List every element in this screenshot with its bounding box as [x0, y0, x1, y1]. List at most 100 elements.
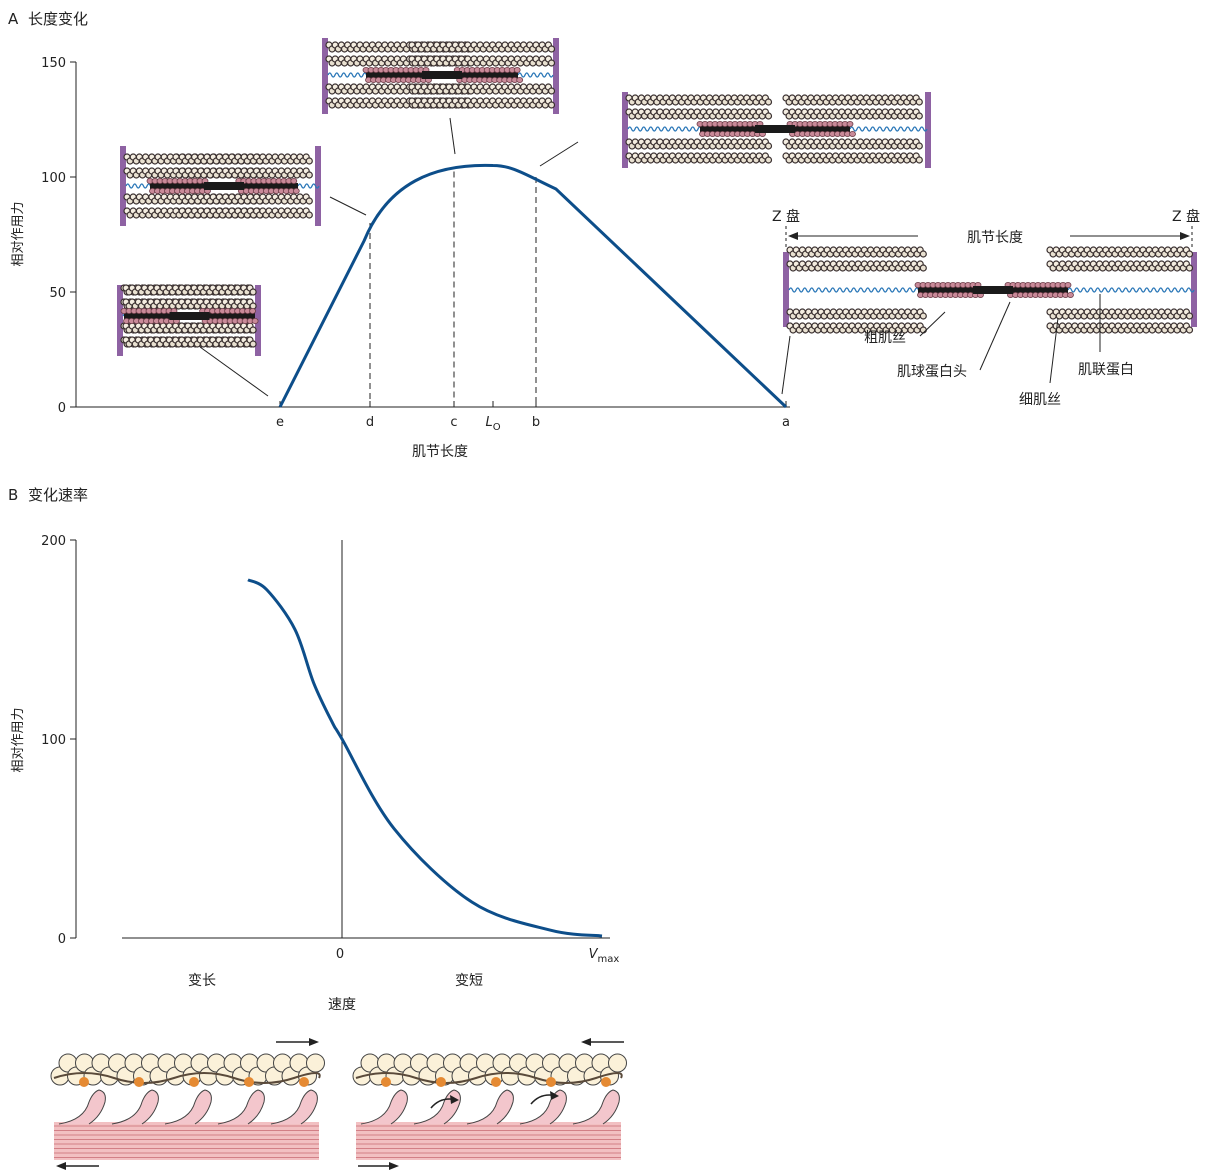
- chart-b-y-label: 相对作用力: [11, 707, 26, 772]
- thin-filament-bead: [919, 312, 927, 320]
- myosin-head: [217, 1089, 265, 1125]
- panel-b-letter: B: [8, 486, 18, 504]
- z-disk-left-label: Z 盘: [772, 208, 800, 225]
- myosin-head: [292, 187, 300, 194]
- chart-a-y-tick-label: 100: [41, 171, 66, 186]
- thin-filament-bead: [305, 157, 313, 165]
- titin-spring: [627, 126, 706, 132]
- sarcomere-annotations: Z 盘 Z 盘 肌节长度 粗肌丝 肌球蛋白头 肌联蛋白 细肌丝: [772, 208, 1200, 408]
- crossbridge-shortening-illustration: [352, 1038, 627, 1170]
- thin-filament-bead: [305, 211, 313, 219]
- myosin-thick-filament: [54, 1122, 319, 1160]
- titin-spring: [297, 183, 320, 189]
- thin-filament-bead: [764, 112, 773, 120]
- z-disk-right-label: Z 盘: [1172, 208, 1200, 225]
- chart-a-x-label: 肌节长度: [412, 444, 468, 460]
- chart-a-x-tick-label-e: e: [276, 415, 284, 430]
- chart-b-y-tick-label: 0: [58, 932, 66, 947]
- thin-leader: [1049, 317, 1059, 384]
- myosin-head: [1064, 281, 1072, 288]
- thin-filament-bead: [249, 288, 257, 296]
- chart-a-x-tick-label-a: a: [782, 415, 790, 430]
- myosin-head: [164, 1089, 212, 1125]
- myosin-head: [466, 1089, 514, 1125]
- chart-b-x-label: 速度: [328, 997, 356, 1013]
- myosin-arrowhead: [56, 1162, 66, 1170]
- troponin: [491, 1077, 501, 1087]
- myosin-head: [572, 1089, 620, 1125]
- troponin: [299, 1077, 309, 1087]
- myosin-head: [519, 1089, 567, 1125]
- myosin-head: [846, 121, 854, 128]
- myosin-head: [513, 67, 521, 74]
- crossbridge-lengthening-illustration: [50, 1038, 325, 1170]
- thin-filament-label: 细肌丝: [1019, 392, 1061, 408]
- troponin: [244, 1077, 254, 1087]
- leader-d: [329, 196, 367, 216]
- leader-e: [199, 346, 269, 397]
- myosin-head: [270, 1089, 318, 1125]
- z-disk: [1191, 252, 1197, 327]
- thin-filament-bead: [547, 45, 556, 53]
- thin-filament-bead: [547, 59, 556, 67]
- chart-a-x-tick-label-c: c: [450, 415, 457, 430]
- myosin-thick-filament: [356, 1122, 621, 1160]
- length-arrowhead-left: [788, 232, 798, 240]
- chart-b: 0 100 200 0 Vmax 相对作用力 变长 变短 速度: [11, 534, 619, 1013]
- myosin-head: [360, 1089, 408, 1125]
- myosin-head-label: 肌球蛋白头: [897, 364, 967, 380]
- thin-filament-bead: [547, 101, 556, 109]
- titin-spring: [125, 183, 155, 189]
- thick-leader: [919, 311, 946, 337]
- myosin-head: [849, 130, 856, 137]
- myosin-head: [111, 1089, 159, 1125]
- troponin: [601, 1077, 611, 1087]
- m-line: [422, 71, 462, 79]
- myosin-head: [413, 1089, 461, 1125]
- chart-b-series-line: [247, 578, 603, 938]
- actin-arrowhead: [581, 1038, 591, 1046]
- thin-filament-bead: [915, 112, 923, 120]
- chart-b-x-tick-label-vmax: Vmax: [589, 947, 620, 965]
- m-line: [169, 312, 210, 320]
- thin-filament-bead: [1185, 264, 1194, 272]
- chart-a-y-label: 相对作用力: [11, 201, 26, 266]
- chart-a-y-tick-label: 150: [41, 56, 66, 71]
- z-disk: [553, 38, 559, 114]
- troponin: [436, 1077, 446, 1087]
- myosin-head: [516, 77, 524, 84]
- tropomyosin: [355, 1072, 623, 1084]
- thin-filament-bead: [915, 142, 923, 150]
- m-line: [204, 182, 244, 190]
- m-line: [755, 125, 795, 133]
- titin-label: 肌联蛋白: [1078, 362, 1134, 378]
- chart-a-x-tick-label-b: b: [532, 415, 540, 430]
- myosin-head: [1067, 291, 1074, 298]
- thin-filament-bead: [1185, 250, 1194, 258]
- chart-a-series-line: [278, 163, 788, 409]
- panel-a-title: 长度变化: [28, 10, 88, 28]
- sarcomere-inset-e: [117, 284, 261, 356]
- power-stroke-arrowhead: [550, 1091, 559, 1100]
- titin-spring: [517, 72, 554, 78]
- z-disk: [117, 285, 123, 356]
- chart-a-y-tick-label: 50: [49, 286, 66, 301]
- thin-filament-bead: [249, 340, 257, 348]
- titin-spring: [849, 126, 928, 132]
- thin-filament-bead: [764, 98, 773, 106]
- actin-monomer: [608, 1053, 627, 1073]
- titin-spring: [788, 287, 923, 293]
- leader-c: [449, 117, 456, 155]
- myosin-head: [249, 307, 257, 314]
- z-disk: [783, 252, 789, 327]
- chart-b-region-left: 变长: [188, 973, 216, 989]
- sarcomere-length-label: 肌节长度: [967, 230, 1023, 246]
- thin-filament-bead: [915, 98, 923, 106]
- chart-a-x-tick-label-lo: LO: [485, 415, 500, 433]
- thin-filament-bead: [919, 326, 927, 334]
- m-line: [973, 286, 1013, 294]
- z-disk: [315, 146, 321, 226]
- titin-spring: [327, 72, 371, 78]
- thick-filament-label: 粗肌丝: [864, 330, 906, 346]
- chart-a: 0 50 100 150 e d c LO b a 相对作用力 肌节长度: [11, 56, 790, 460]
